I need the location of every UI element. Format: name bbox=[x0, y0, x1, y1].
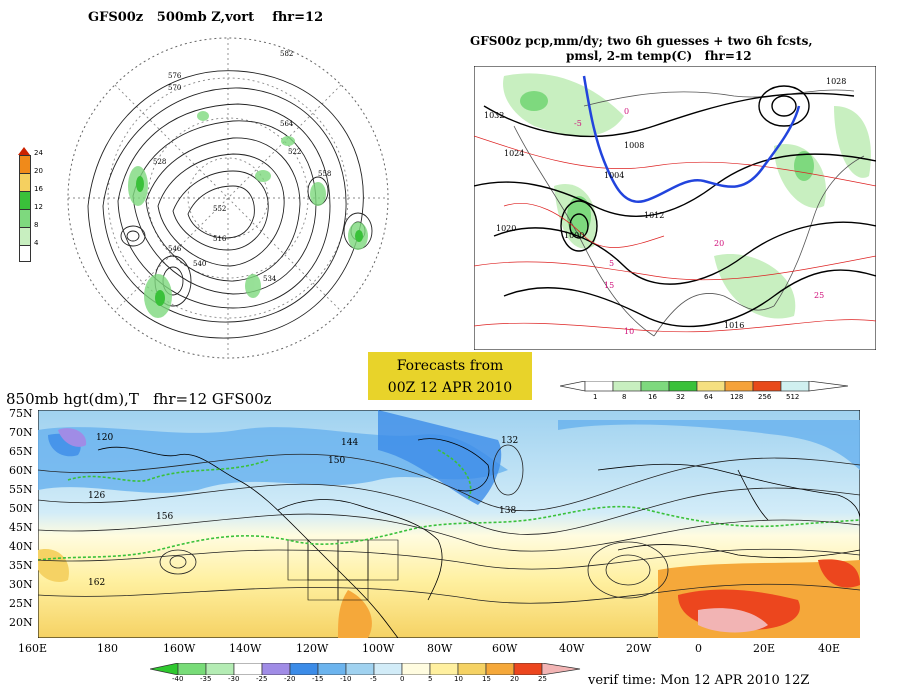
isobar-label: 1004 bbox=[604, 171, 624, 180]
contour-label: 552 bbox=[213, 205, 226, 213]
contour-label: 570 bbox=[168, 84, 181, 92]
vorticity-color-scale bbox=[18, 147, 31, 262]
temp-label: -5 bbox=[574, 119, 582, 128]
longitude-labels: 160E 180 160W 140W 120W 100W 80W 60W 40W… bbox=[18, 642, 841, 655]
contour-label: 120 bbox=[96, 433, 113, 443]
vorticity-scale-labels: 24 20 16 12 8 4 bbox=[34, 149, 43, 247]
latitude-labels: 75N 70N 65N 60N 55N 50N 45N 40N 35N 30N … bbox=[9, 407, 33, 629]
contour-label: 522 bbox=[288, 148, 301, 156]
contour-label: 534 bbox=[263, 275, 277, 283]
contour-label: 558 bbox=[318, 170, 331, 178]
isobar-label: 1032 bbox=[484, 111, 504, 120]
contour-label: 162 bbox=[88, 578, 105, 588]
verif-time: verif time: Mon 12 APR 2010 12Z bbox=[588, 673, 810, 688]
contour-label: 576 bbox=[168, 72, 182, 80]
contour-label: 528 bbox=[153, 158, 166, 166]
isobar-label: 1016 bbox=[724, 321, 744, 330]
panel-title-pmsl-line1: GFS00z pcp,mm/dy; two 6h guesses + two 6… bbox=[470, 34, 813, 48]
precip-color-scale: 1 8 16 32 64 128 256 512 bbox=[559, 380, 849, 401]
temp-label: 10 bbox=[624, 327, 634, 336]
temp-label: 0 bbox=[624, 107, 629, 116]
temp-label: 25 bbox=[814, 291, 824, 300]
contour-label: 126 bbox=[88, 491, 105, 501]
contour-label: 144 bbox=[341, 438, 358, 448]
contour-label: 150 bbox=[328, 456, 345, 466]
isobar-label: 1028 bbox=[826, 77, 846, 86]
contour-label: 564 bbox=[280, 120, 294, 128]
forecast-init-box: Forecasts from 00Z 12 APR 2010 bbox=[368, 352, 532, 400]
polar-500mb-map: 582 576 570 564 558 552 546 540 534 528 … bbox=[67, 37, 389, 359]
temp-label: 20 bbox=[714, 239, 724, 248]
contour-label: 540 bbox=[193, 260, 206, 268]
isobar-label: 1020 bbox=[496, 224, 516, 233]
panel-title-pmsl-line2: pmsl, 2-m temp(C) fhr=12 bbox=[566, 49, 752, 63]
850mb-map: 120 126 132 138 144 150 156 162 bbox=[38, 410, 860, 638]
temp-label: 5 bbox=[609, 259, 614, 268]
contour-label: 546 bbox=[168, 245, 182, 253]
isobar-label: 1012 bbox=[644, 211, 664, 220]
panel-title-850mb: 850mb hgt(dm),T fhr=12 GFS00z bbox=[6, 390, 272, 408]
isobar-label: 1024 bbox=[504, 149, 524, 158]
contour-label: 156 bbox=[156, 512, 173, 522]
contour-label: 138 bbox=[499, 506, 516, 516]
isobar-label: 1008 bbox=[624, 141, 644, 150]
isobar-label: 1000 bbox=[564, 231, 584, 240]
north-america-pmsl-map: 1028 1032 1024 1020 1016 1012 1008 1004 … bbox=[474, 66, 876, 350]
contour-label: 132 bbox=[501, 436, 518, 446]
panel-title-500mb: GFS00z 500mb Z,vort fhr=12 bbox=[88, 10, 324, 25]
temperature-color-scale: -40 -35 -30 -25 -20 -15 -10 -5 0 5 10 15… bbox=[149, 660, 590, 688]
contour-label: 516 bbox=[213, 235, 227, 243]
contour-label: 582 bbox=[280, 50, 293, 58]
temp-label: 15 bbox=[604, 281, 614, 290]
